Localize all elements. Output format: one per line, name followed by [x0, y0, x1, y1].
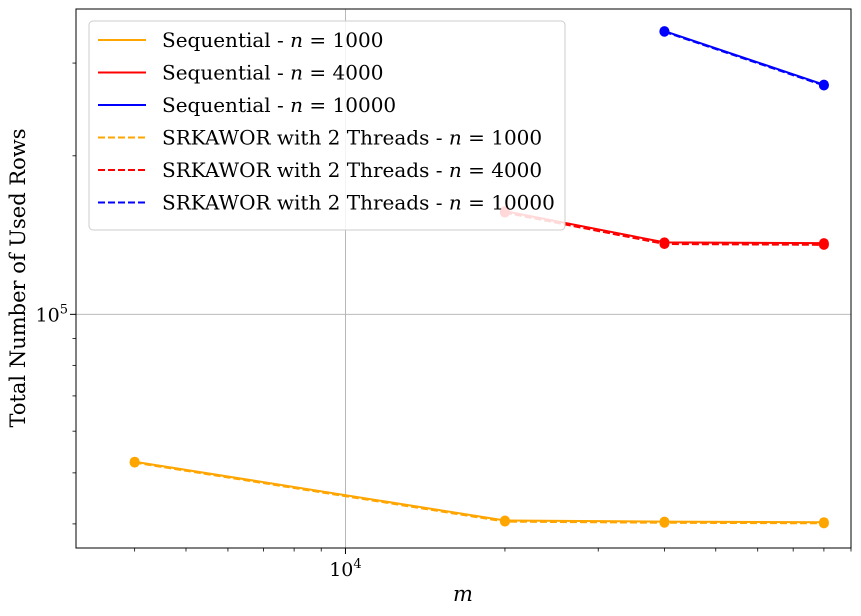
series-line	[134, 461, 824, 525]
data-point	[818, 80, 829, 91]
legend-item: SRKAWOR with 2 Threads - n = 10000	[98, 191, 555, 215]
axis-ticks: 104 105	[36, 62, 852, 581]
data-point	[129, 457, 140, 468]
data-point	[499, 516, 510, 527]
legend: Sequential - n = 1000 Sequential - n = 40…	[88, 20, 566, 231]
data-point	[818, 239, 829, 250]
legend-item: SRKAWOR with 2 Threads - n = 4000	[98, 158, 542, 182]
series-line	[134, 460, 824, 524]
series-4	[129, 457, 829, 529]
data-point	[659, 239, 670, 250]
data-point	[659, 517, 670, 528]
y-axis-label: Total Number of Used Rows	[6, 128, 30, 427]
legend-item: Sequential - n = 10000	[98, 93, 396, 117]
data-point	[818, 518, 829, 529]
legend-label: SRKAWOR with 2 Threads - n = 1000	[162, 126, 542, 150]
plot-frame	[75, 8, 852, 549]
legend-item: Sequential - n = 1000	[98, 28, 383, 52]
x-tick-label: 104	[329, 557, 361, 581]
y-tick-label: 105	[36, 302, 68, 326]
legend-label: SRKAWOR with 2 Threads - n = 4000	[162, 158, 542, 182]
legend-box	[88, 20, 566, 231]
series-6	[659, 26, 829, 91]
legend-item: SRKAWOR with 2 Threads - n = 1000	[98, 126, 542, 150]
series-line	[664, 30, 825, 87]
legend-label: Sequential - n = 10000	[162, 93, 396, 117]
data-point	[659, 26, 670, 37]
legend-label: Sequential - n = 1000	[162, 28, 383, 52]
legend-label: SRKAWOR with 2 Threads - n = 10000	[162, 191, 555, 215]
legend-item: Sequential - n = 4000	[98, 61, 383, 85]
x-axis-label: m	[453, 582, 473, 606]
legend-label: Sequential - n = 4000	[162, 61, 383, 85]
